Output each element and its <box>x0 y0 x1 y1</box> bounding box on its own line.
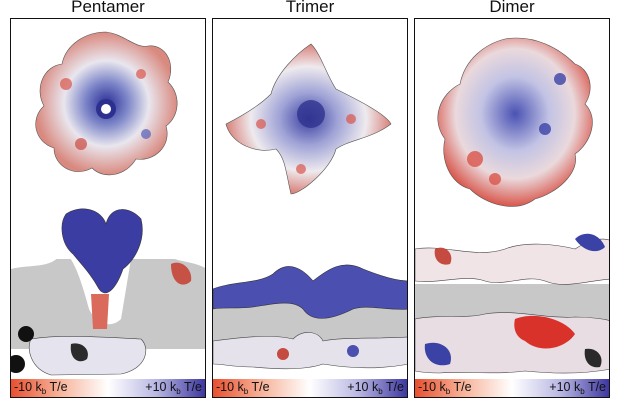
pentamer-illustration <box>11 31 205 376</box>
pentamer-side-view <box>11 204 205 376</box>
trimer-illustration <box>213 43 407 370</box>
dimer-top-view <box>437 37 593 207</box>
trimer-scale-high: +10 kb T/e <box>347 380 404 396</box>
pentamer-panel: -10 kb T/e +10 kb T/e <box>10 18 206 398</box>
pentamer-scale-low: -10 kb T/e <box>14 380 68 396</box>
trimer-title: Trimer <box>285 0 335 16</box>
dimer-scale-high: +10 kb T/e <box>549 380 606 396</box>
pentamer-title: Pentamer <box>71 0 145 16</box>
dimer-title: Dimer <box>489 0 535 16</box>
trimer-side-view <box>213 264 407 370</box>
trimer-colorbar: -10 kb T/e +10 kb T/e <box>213 379 407 397</box>
pore-center <box>101 104 111 114</box>
trimer-scale-low: -10 kb T/e <box>216 380 270 396</box>
dimer-side-view <box>415 233 609 374</box>
trimer-panel: -10 kb T/e +10 kb T/e <box>212 18 408 398</box>
dimer-colorbar: -10 kb T/e +10 kb T/e <box>415 379 609 397</box>
dimer-panel: -10 kb T/e +10 kb T/e <box>414 18 610 398</box>
pentamer-scale-high: +10 kb T/e <box>145 380 202 396</box>
trimer-top-view <box>225 43 392 195</box>
pentamer-colorbar: -10 kb T/e +10 kb T/e <box>11 379 205 397</box>
pentamer-top-view <box>35 31 178 176</box>
dimer-illustration <box>415 37 609 374</box>
dimer-scale-low: -10 kb T/e <box>418 380 472 396</box>
